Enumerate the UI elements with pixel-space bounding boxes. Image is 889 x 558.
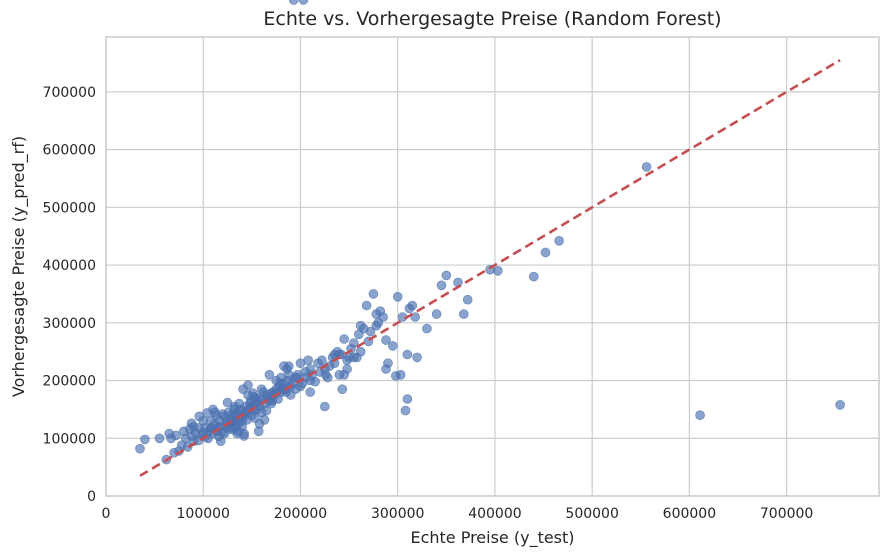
y-tick-label: 100000 xyxy=(43,431,96,447)
data-point xyxy=(267,395,278,406)
x-tick-label: 100000 xyxy=(177,506,230,522)
data-point xyxy=(288,0,299,5)
data-point xyxy=(381,335,391,345)
data-point xyxy=(298,0,309,5)
y-tick-label: 200000 xyxy=(43,374,96,390)
data-point xyxy=(256,384,267,395)
y-tick-label: 0 xyxy=(87,489,96,505)
data-point xyxy=(310,376,320,387)
x-tick-label: 300000 xyxy=(371,506,424,522)
data-point xyxy=(365,326,376,337)
data-point xyxy=(342,364,352,374)
data-point xyxy=(349,338,359,348)
x-axis-label: Echte Preise (y_test) xyxy=(410,528,574,548)
axes-frame xyxy=(105,36,880,497)
data-point xyxy=(641,162,652,172)
data-point xyxy=(210,407,220,418)
data-point xyxy=(554,236,564,246)
data-point xyxy=(339,334,350,344)
data-point xyxy=(264,369,275,380)
data-point xyxy=(835,399,845,410)
data-point xyxy=(275,378,285,389)
data-point xyxy=(368,289,379,299)
x-tick-label: 200000 xyxy=(274,506,327,522)
data-point xyxy=(392,291,403,302)
data-point xyxy=(337,384,348,395)
data-point xyxy=(412,352,422,363)
data-point xyxy=(436,280,447,291)
chart-title: Echte vs. Vorhergesagte Preise (Random F… xyxy=(263,8,721,30)
y-tick-label: 500000 xyxy=(43,200,96,216)
data-point xyxy=(317,355,327,366)
data-point xyxy=(230,409,241,419)
y-tick-label: 600000 xyxy=(43,143,96,159)
data-point xyxy=(320,369,331,380)
x-tick-labels: 0 100000 200000 300000 400000 500000 600000 700… xyxy=(102,506,814,522)
y-axis-label: Vorhergesagte Preise (y_pred_rf) xyxy=(9,136,29,397)
data-point xyxy=(200,423,210,433)
data-point xyxy=(402,349,413,360)
data-point xyxy=(194,411,205,422)
data-point xyxy=(222,397,233,408)
data-point xyxy=(361,300,372,311)
x-tick-label: 0 xyxy=(102,506,111,522)
data-point xyxy=(381,364,391,374)
data-point xyxy=(492,265,503,276)
x-tick-label: 400000 xyxy=(468,506,521,522)
data-point xyxy=(371,309,382,319)
data-point xyxy=(407,300,418,311)
data-point xyxy=(695,410,705,421)
data-point xyxy=(171,430,181,441)
data-point xyxy=(319,401,330,412)
data-point xyxy=(233,426,243,437)
data-point xyxy=(243,380,253,390)
x-tick-label: 600000 xyxy=(663,506,716,522)
data-point xyxy=(540,247,551,258)
data-point xyxy=(355,346,366,357)
data-point xyxy=(215,436,226,447)
data-point xyxy=(259,414,270,425)
data-point xyxy=(402,394,413,404)
data-point xyxy=(154,433,165,444)
y-tick-label: 300000 xyxy=(43,316,96,332)
data-point xyxy=(305,387,316,397)
y-tick-label: 400000 xyxy=(43,258,96,274)
x-tick-label: 700000 xyxy=(760,506,813,522)
data-point xyxy=(243,390,253,400)
data-point xyxy=(387,341,398,351)
data-point xyxy=(395,369,406,380)
data-point xyxy=(528,271,539,282)
y-tick-labels: 0 100000 200000 300000 400000 500000 600000 700… xyxy=(43,85,96,505)
data-point xyxy=(458,309,469,319)
data-point xyxy=(140,434,150,445)
x-tick-label: 500000 xyxy=(565,506,618,522)
data-point xyxy=(282,364,292,374)
data-point xyxy=(303,355,314,366)
data-point xyxy=(462,294,473,305)
data-point xyxy=(422,323,432,334)
data-point xyxy=(431,309,442,319)
data-point xyxy=(135,443,145,454)
data-point xyxy=(400,405,411,416)
data-point xyxy=(186,418,197,429)
axes-border xyxy=(105,36,880,497)
reference-line xyxy=(139,58,841,477)
y-tick-label: 700000 xyxy=(43,85,96,101)
data-point xyxy=(441,270,452,281)
